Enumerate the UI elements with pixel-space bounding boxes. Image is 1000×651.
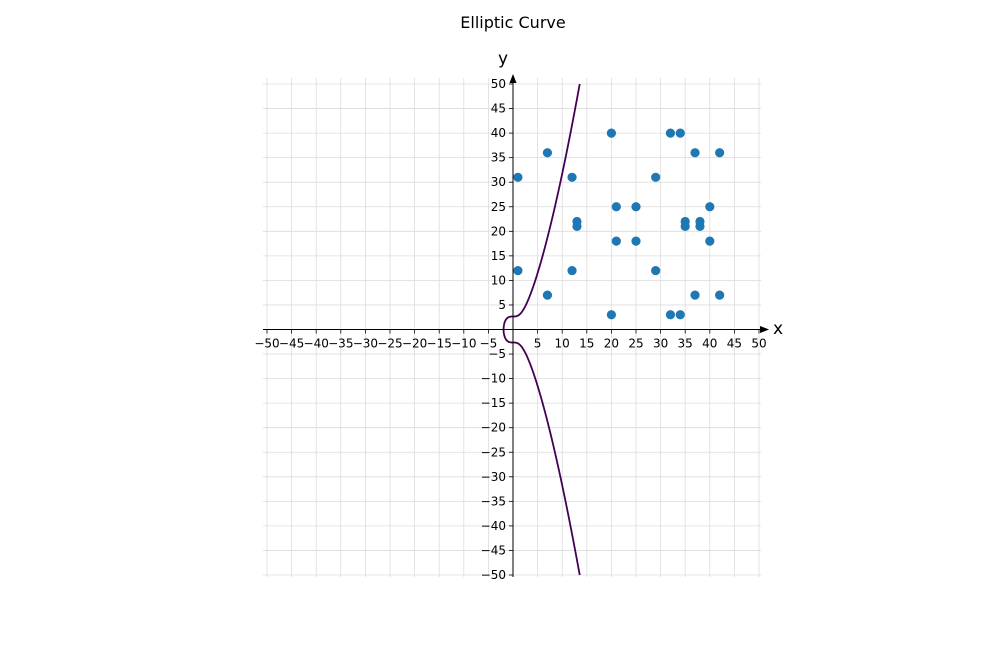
points-layer bbox=[513, 128, 725, 320]
data-point bbox=[675, 310, 685, 320]
x-tick-label: 10 bbox=[555, 337, 570, 351]
x-tick-label: 35 bbox=[678, 337, 693, 351]
data-point bbox=[606, 128, 617, 138]
y-tick-label: 30 bbox=[491, 175, 506, 189]
data-point bbox=[705, 236, 715, 246]
y-tick-label: 20 bbox=[491, 224, 506, 238]
data-point bbox=[680, 216, 690, 227]
data-point bbox=[690, 148, 700, 158]
y-tick-label: −50 bbox=[481, 568, 506, 582]
x-tick-label: 25 bbox=[628, 337, 643, 351]
data-point bbox=[631, 202, 641, 212]
x-tick-label: 40 bbox=[702, 337, 717, 351]
data-point bbox=[513, 265, 523, 276]
x-axis-label: x bbox=[773, 319, 783, 339]
y-tick-label: 25 bbox=[491, 200, 506, 214]
y-tick-label: 40 bbox=[491, 126, 506, 140]
data-point bbox=[651, 172, 661, 182]
x-tick-label: −50 bbox=[254, 337, 279, 351]
data-point bbox=[567, 265, 577, 276]
data-point bbox=[542, 148, 553, 158]
y-tick-label: −5 bbox=[488, 347, 506, 361]
y-tick-label: −10 bbox=[481, 372, 506, 386]
data-point bbox=[611, 236, 621, 246]
y-tick-label: −25 bbox=[481, 445, 506, 459]
y-tick-label: −45 bbox=[481, 543, 506, 557]
data-point bbox=[542, 290, 553, 300]
x-tick-label: 30 bbox=[653, 337, 668, 351]
x-tick-label: −20 bbox=[402, 337, 427, 351]
axes bbox=[263, 74, 769, 577]
data-point bbox=[715, 148, 725, 158]
data-point bbox=[567, 172, 577, 182]
data-point bbox=[651, 265, 661, 276]
data-point bbox=[705, 202, 715, 212]
y-tick-label: 5 bbox=[498, 298, 506, 312]
chart-title: Elliptic Curve bbox=[460, 13, 565, 32]
y-tick-label: −40 bbox=[481, 519, 506, 533]
data-point bbox=[695, 216, 705, 227]
x-tick-label: −40 bbox=[304, 337, 329, 351]
y-tick-label: −30 bbox=[481, 470, 506, 484]
grid bbox=[263, 78, 761, 577]
y-tick-label: 50 bbox=[491, 77, 506, 91]
x-axis-arrow bbox=[760, 326, 769, 333]
y-tick-label: 15 bbox=[491, 249, 506, 263]
data-point bbox=[572, 216, 582, 227]
y-tick-label: 10 bbox=[491, 273, 506, 287]
x-tick-label: 20 bbox=[604, 337, 619, 351]
tick-labels: −50 −45 −40 −35 −30 −25 −20 −15 −10 −5 5 10 15 20 25 30… bbox=[254, 77, 766, 582]
data-point bbox=[665, 310, 676, 320]
data-point bbox=[611, 202, 621, 212]
data-point bbox=[715, 290, 725, 300]
data-point bbox=[690, 290, 700, 300]
y-tick-label: −15 bbox=[481, 396, 506, 410]
x-tick-label: −35 bbox=[328, 337, 353, 351]
x-tick-label: −5 bbox=[480, 337, 498, 351]
data-point bbox=[631, 236, 641, 246]
y-tick-label: −20 bbox=[481, 421, 506, 435]
data-point bbox=[606, 310, 617, 320]
data-point bbox=[665, 128, 676, 138]
y-tick-label: 45 bbox=[491, 102, 506, 116]
x-tick-label: −45 bbox=[279, 337, 304, 351]
y-axis-arrow bbox=[509, 74, 517, 83]
x-tick-label: −30 bbox=[353, 337, 378, 351]
x-tick-label: 5 bbox=[534, 337, 542, 351]
x-tick-label: −10 bbox=[451, 337, 476, 351]
y-tick-label: −35 bbox=[481, 494, 506, 508]
y-axis-label: y bbox=[498, 49, 508, 69]
x-tick-label: 15 bbox=[579, 337, 594, 351]
x-tick-label: −25 bbox=[377, 337, 402, 351]
y-tick-label: 35 bbox=[491, 151, 506, 165]
x-tick-label: 50 bbox=[751, 337, 766, 351]
data-point bbox=[675, 128, 685, 138]
x-tick-label: 45 bbox=[727, 337, 742, 351]
x-tick-label: −15 bbox=[427, 337, 452, 351]
data-point bbox=[513, 172, 523, 182]
